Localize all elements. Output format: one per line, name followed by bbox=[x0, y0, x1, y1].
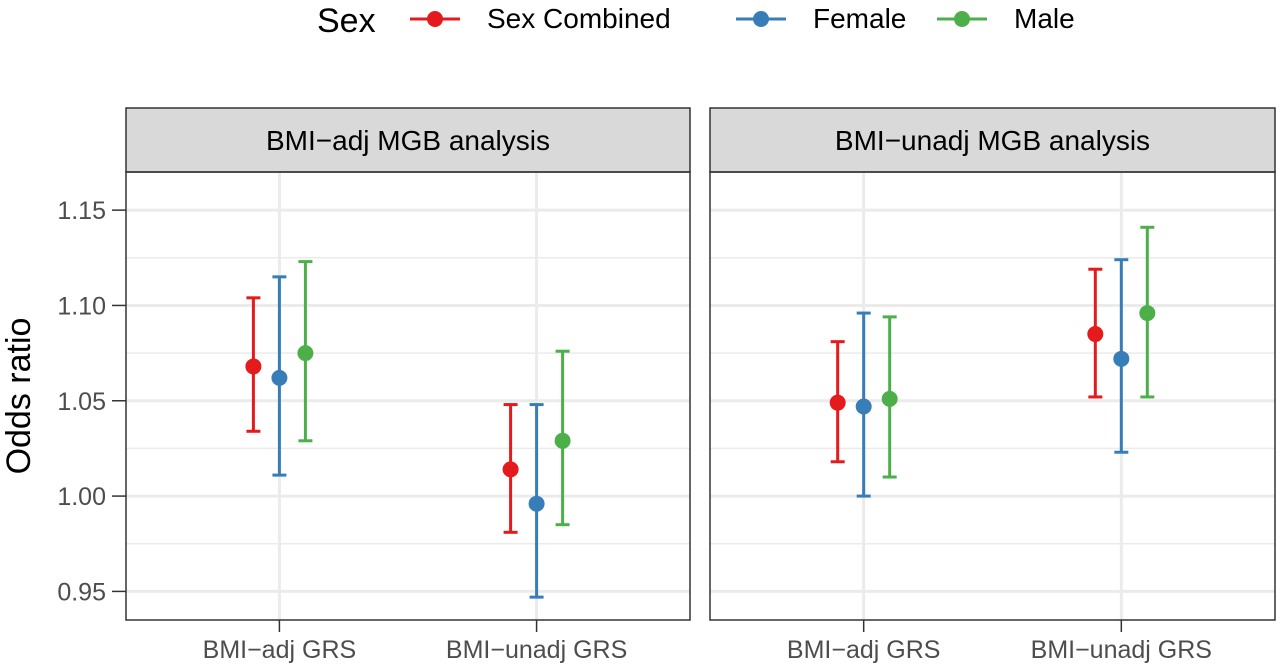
panel-border bbox=[125, 171, 691, 621]
point-estimate bbox=[829, 394, 846, 411]
legend-swatch-dot bbox=[954, 11, 970, 27]
panel-background bbox=[126, 172, 690, 620]
point-estimate bbox=[1087, 326, 1104, 343]
legend-swatch-dot bbox=[427, 11, 443, 27]
y-tick-label: 1.10 bbox=[57, 292, 106, 320]
panel-border bbox=[709, 171, 1276, 621]
x-tick-label: BMI−unadj GRS bbox=[1031, 636, 1212, 664]
point-estimate bbox=[271, 369, 288, 386]
legend-label: Sex Combined bbox=[487, 3, 671, 34]
y-axis-title: Odds ratio bbox=[0, 318, 38, 475]
point-estimate bbox=[502, 461, 519, 478]
legend-title: Sex bbox=[317, 2, 376, 40]
point-estimate bbox=[1113, 350, 1130, 367]
point-estimate bbox=[245, 358, 262, 375]
strip-header bbox=[125, 107, 691, 173]
point-estimate bbox=[554, 432, 571, 449]
point-estimate bbox=[855, 398, 872, 415]
point-estimate bbox=[297, 345, 314, 362]
panel-title: BMI−adj MGB analysis bbox=[266, 125, 550, 156]
strip-header bbox=[709, 107, 1276, 173]
x-tick-label: BMI−adj GRS bbox=[203, 636, 357, 664]
y-tick-label: 0.95 bbox=[57, 578, 106, 606]
point-estimate bbox=[881, 390, 898, 407]
panel-background bbox=[710, 172, 1275, 620]
legend-swatch-dot bbox=[753, 11, 769, 27]
point-estimate bbox=[1139, 305, 1156, 322]
legend-label: Male bbox=[1014, 3, 1075, 34]
y-tick-label: 1.15 bbox=[57, 197, 106, 225]
x-tick-label: BMI−unadj GRS bbox=[446, 636, 627, 664]
y-tick-label: 1.00 bbox=[57, 483, 106, 511]
panel-title: BMI−unadj MGB analysis bbox=[835, 125, 1150, 156]
y-tick-label: 1.05 bbox=[57, 388, 106, 416]
x-tick-label: BMI−adj GRS bbox=[787, 636, 941, 664]
legend-label: Female bbox=[813, 3, 906, 34]
point-estimate bbox=[528, 495, 545, 512]
